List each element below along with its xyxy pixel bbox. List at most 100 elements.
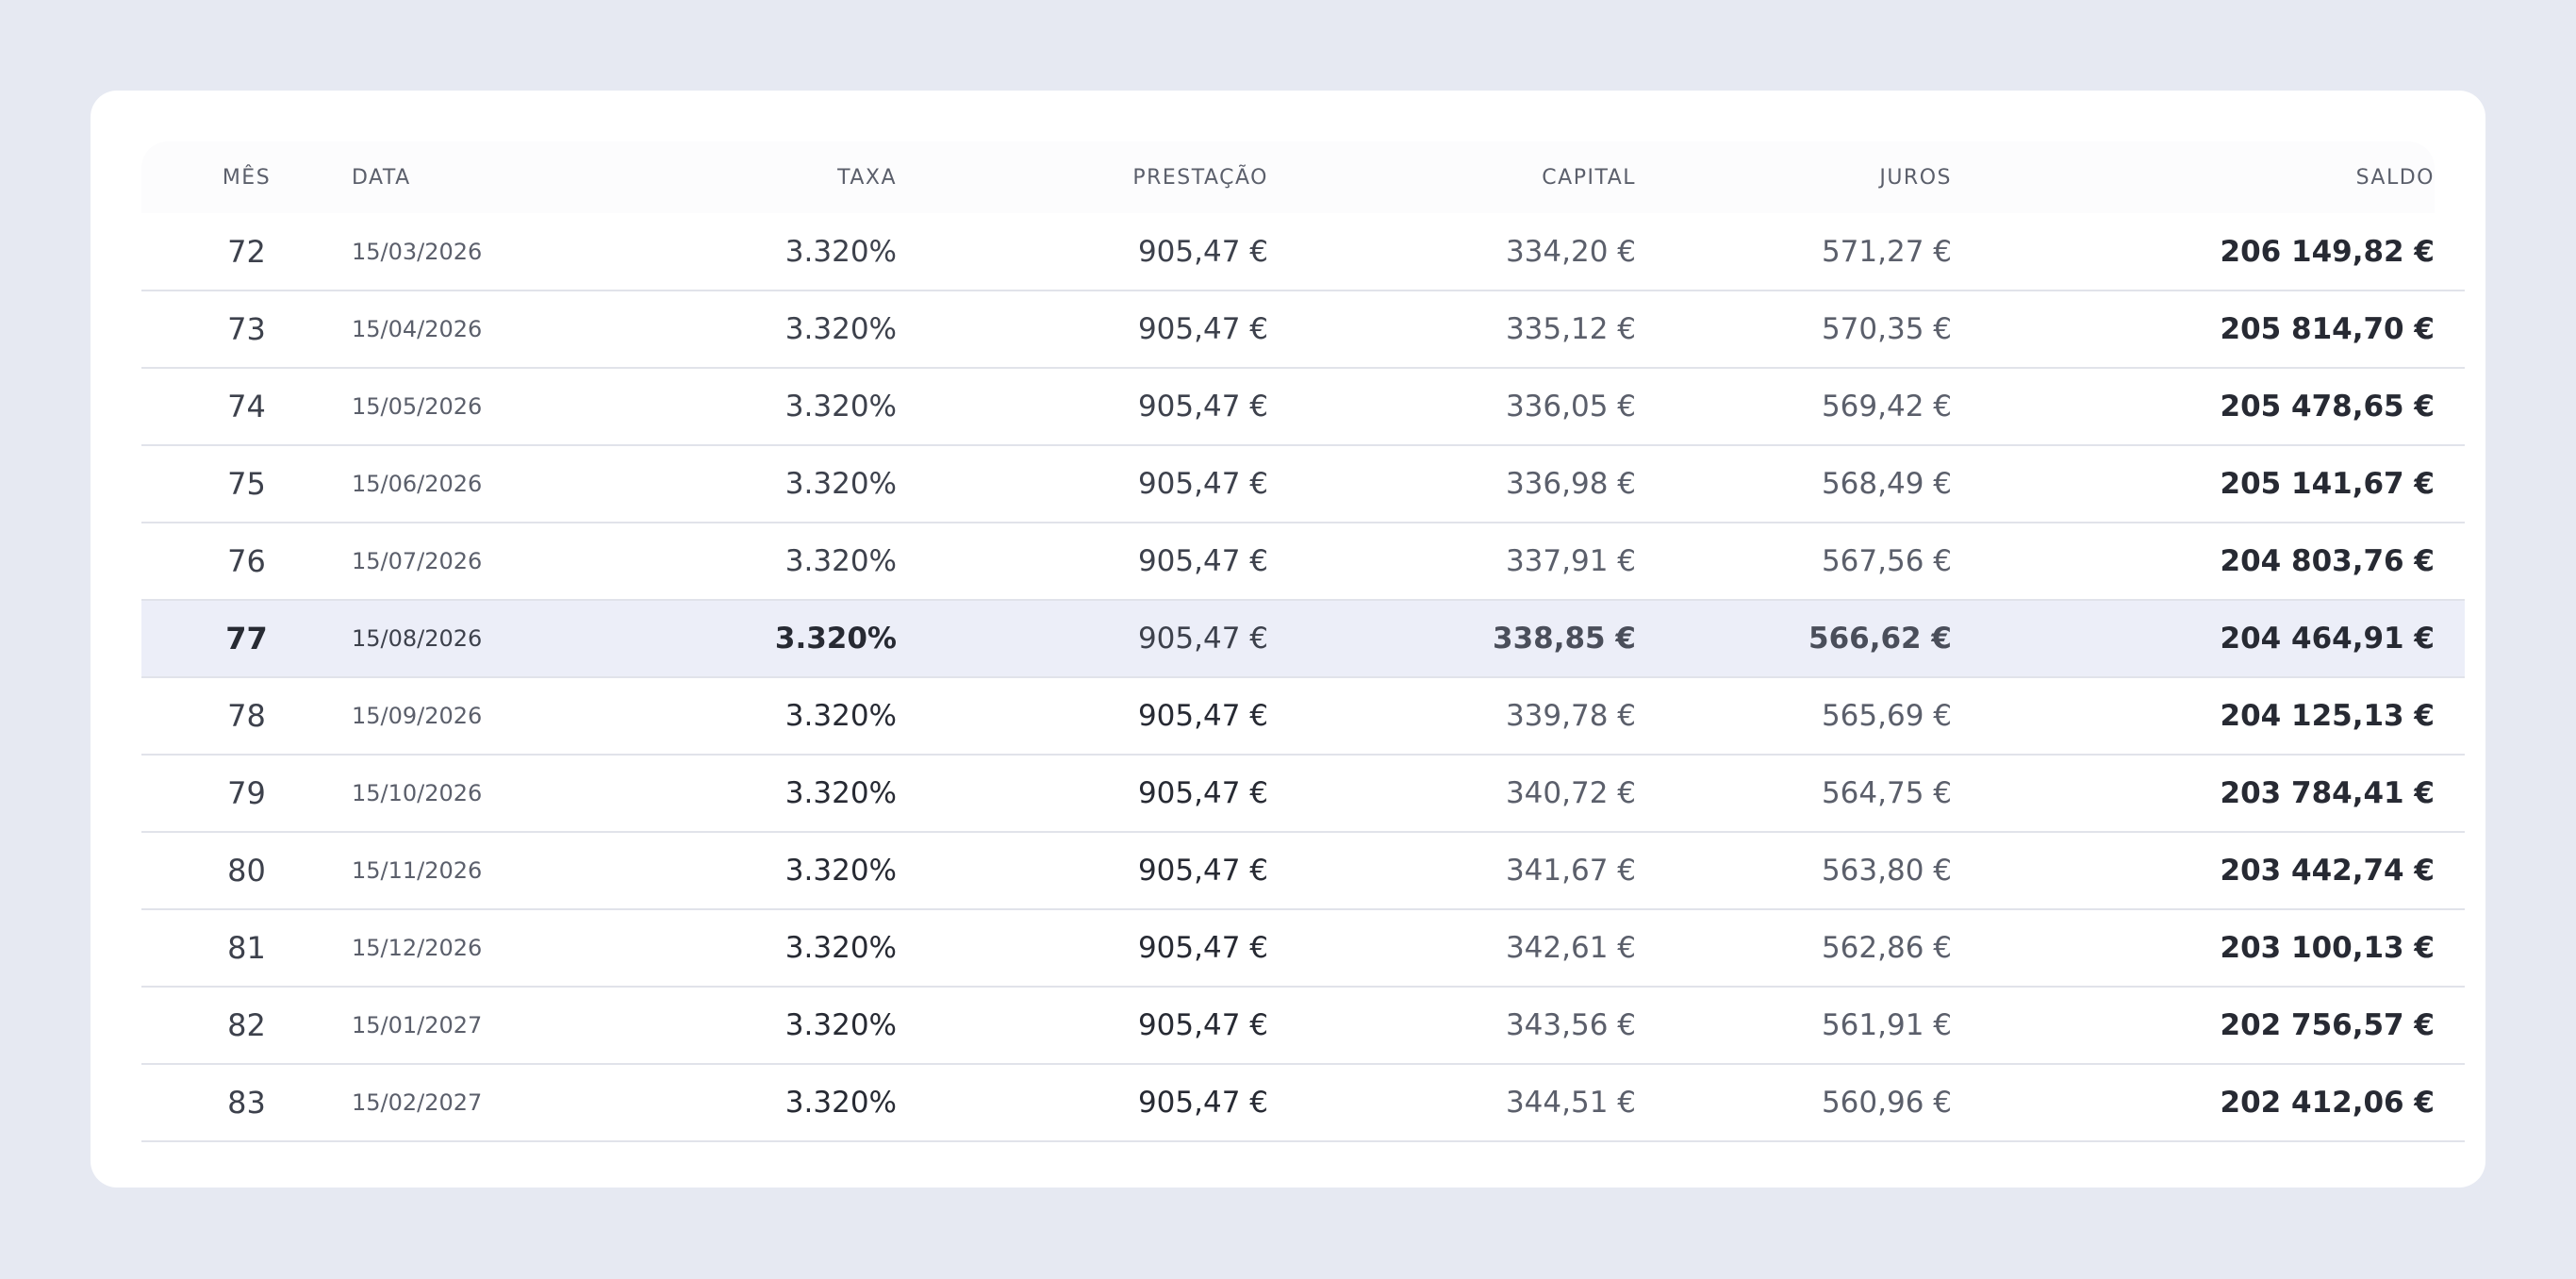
header-capital[interactable]: CAPITAL — [1542, 165, 1636, 190]
table-header: MÊS DATA TAXA PRESTAÇÃO CAPITAL JUROS SA… — [141, 141, 2465, 213]
cell-taxa: 3.320% — [784, 776, 897, 810]
cell-data: 15/09/2026 — [352, 703, 483, 729]
table-row[interactable]: 82 15/01/2027 3.320% 905,47 € 343,56 € 561,91… — [141, 987, 2465, 1064]
cell-capital: 334,20 € — [1505, 234, 1636, 269]
header-data[interactable]: DATA — [352, 165, 411, 190]
cell-juros: 560,96 € — [1821, 1086, 1952, 1120]
cell-saldo: 203 442,74 € — [2220, 854, 2436, 888]
cell-prestacao: 905,47 € — [1137, 390, 1268, 424]
cell-saldo: 205 814,70 € — [2220, 312, 2436, 346]
header-prestacao[interactable]: PRESTAÇÃO — [1132, 165, 1268, 190]
cell-saldo: 202 756,57 € — [2220, 1008, 2436, 1042]
cell-prestacao: 905,47 € — [1137, 699, 1268, 733]
cell-juros: 563,80 € — [1821, 854, 1952, 888]
cell-taxa: 3.320% — [784, 390, 897, 424]
cell-saldo: 202 412,06 € — [2220, 1086, 2436, 1120]
cell-saldo: 203 100,13 € — [2220, 931, 2436, 965]
cell-juros: 570,35 € — [1821, 312, 1952, 346]
cell-data: 15/03/2026 — [352, 238, 483, 265]
cell-juros: 562,86 € — [1821, 931, 1952, 965]
cell-saldo: 204 125,13 € — [2220, 699, 2436, 733]
cell-data: 15/08/2026 — [352, 625, 483, 652]
cell-data: 15/02/2027 — [352, 1089, 483, 1116]
table-row[interactable]: 73 15/04/2026 3.320% 905,47 € 335,12 € 570,35… — [141, 291, 2465, 368]
amortization-table: MÊS DATA TAXA PRESTAÇÃO CAPITAL JUROS SA… — [141, 141, 2465, 1142]
cell-juros: 561,91 € — [1821, 1008, 1952, 1042]
cell-capital: 336,05 € — [1505, 390, 1636, 424]
table-row[interactable]: 79 15/10/2026 3.320% 905,47 € 340,72 € 564,75… — [141, 755, 2465, 832]
cell-taxa: 3.320% — [784, 467, 897, 501]
cell-data: 15/04/2026 — [352, 316, 483, 342]
cell-capital: 342,61 € — [1505, 931, 1636, 965]
cell-juros: 565,69 € — [1821, 699, 1952, 733]
cell-mes: 77 — [225, 621, 268, 656]
cell-taxa: 3.320% — [784, 854, 897, 888]
header-juros[interactable]: JUROS — [1879, 165, 1952, 190]
cell-prestacao: 905,47 € — [1137, 544, 1268, 578]
header-saldo[interactable]: SALDO — [2355, 165, 2435, 190]
table-row[interactable]: 74 15/05/2026 3.320% 905,47 € 336,05 € 569,42… — [141, 368, 2465, 445]
cell-capital: 341,67 € — [1505, 854, 1636, 888]
cell-juros: 567,56 € — [1821, 544, 1952, 578]
cell-mes: 76 — [227, 543, 266, 579]
cell-taxa: 3.320% — [784, 312, 897, 346]
cell-mes: 74 — [227, 389, 266, 424]
cell-taxa: 3.320% — [784, 931, 897, 965]
table-row[interactable]: 80 15/11/2026 3.320% 905,47 € 341,67 € 563,80… — [141, 832, 2465, 909]
cell-capital: 344,51 € — [1505, 1086, 1636, 1120]
cell-mes: 73 — [227, 311, 266, 347]
cell-saldo: 203 784,41 € — [2220, 776, 2436, 810]
cell-data: 15/07/2026 — [352, 548, 483, 574]
header-mes[interactable]: MÊS — [222, 165, 272, 190]
cell-saldo: 204 464,91 € — [2220, 622, 2436, 656]
cell-capital: 337,91 € — [1505, 544, 1636, 578]
cell-mes: 81 — [227, 930, 266, 966]
cell-prestacao: 905,47 € — [1137, 467, 1268, 501]
cell-mes: 78 — [227, 698, 266, 734]
cell-prestacao: 905,47 € — [1137, 622, 1268, 656]
cell-capital: 339,78 € — [1505, 699, 1636, 733]
cell-capital: 338,85 € — [1493, 622, 1636, 656]
cell-mes: 79 — [227, 775, 266, 811]
cell-taxa: 3.320% — [784, 1086, 897, 1120]
cell-juros: 568,49 € — [1821, 467, 1952, 501]
cell-taxa: 3.320% — [784, 699, 897, 733]
cell-prestacao: 905,47 € — [1137, 854, 1268, 888]
cell-mes: 75 — [227, 466, 266, 502]
cell-saldo: 204 803,76 € — [2220, 544, 2436, 578]
cell-mes: 83 — [227, 1085, 266, 1121]
cell-juros: 564,75 € — [1821, 776, 1952, 810]
cell-prestacao: 905,47 € — [1137, 234, 1268, 269]
cell-capital: 335,12 € — [1505, 312, 1636, 346]
table-row[interactable]: 75 15/06/2026 3.320% 905,47 € 336,98 € 568,49… — [141, 445, 2465, 523]
header-taxa[interactable]: TAXA — [837, 165, 897, 190]
table-row[interactable]: 81 15/12/2026 3.320% 905,47 € 342,61 € 562,86… — [141, 909, 2465, 987]
cell-data: 15/11/2026 — [352, 857, 483, 884]
cell-prestacao: 905,47 € — [1137, 312, 1268, 346]
table-body: 72 15/03/2026 3.320% 905,47 € 334,20 € 571,27… — [141, 213, 2465, 1141]
cell-saldo: 205 478,65 € — [2220, 390, 2436, 424]
cell-mes: 82 — [227, 1007, 266, 1043]
table-row[interactable]: 77 15/08/2026 3.320% 905,47 € 338,85 € 566,62… — [141, 600, 2465, 677]
cell-saldo: 205 141,67 € — [2220, 467, 2436, 501]
cell-mes: 72 — [227, 233, 266, 270]
table-row[interactable]: 83 15/02/2027 3.320% 905,47 € 344,51 € 560,96… — [141, 1064, 2465, 1141]
header-row: MÊS DATA TAXA PRESTAÇÃO CAPITAL JUROS SA… — [141, 141, 2465, 213]
cell-data: 15/01/2027 — [352, 1012, 483, 1038]
table-row[interactable]: 78 15/09/2026 3.320% 905,47 € 339,78 € 565,69… — [141, 677, 2465, 755]
cell-data: 15/05/2026 — [352, 393, 483, 420]
cell-capital: 336,98 € — [1505, 467, 1636, 501]
cell-taxa: 3.320% — [774, 622, 897, 656]
cell-juros: 569,42 € — [1821, 390, 1952, 424]
cell-mes: 80 — [227, 853, 266, 889]
cell-prestacao: 905,47 € — [1137, 931, 1268, 965]
table-row[interactable]: 76 15/07/2026 3.320% 905,47 € 337,91 € 567,56… — [141, 523, 2465, 600]
cell-data: 15/12/2026 — [352, 935, 483, 961]
cell-juros: 566,62 € — [1808, 622, 1952, 656]
cell-data: 15/06/2026 — [352, 471, 483, 497]
cell-prestacao: 905,47 € — [1137, 1086, 1268, 1120]
cell-data: 15/10/2026 — [352, 780, 483, 806]
amortization-card: MÊS DATA TAXA PRESTAÇÃO CAPITAL JUROS SA… — [91, 91, 2485, 1188]
cell-taxa: 3.320% — [784, 1008, 897, 1042]
table-row[interactable]: 72 15/03/2026 3.320% 905,47 € 334,20 € 571,27… — [141, 213, 2465, 291]
